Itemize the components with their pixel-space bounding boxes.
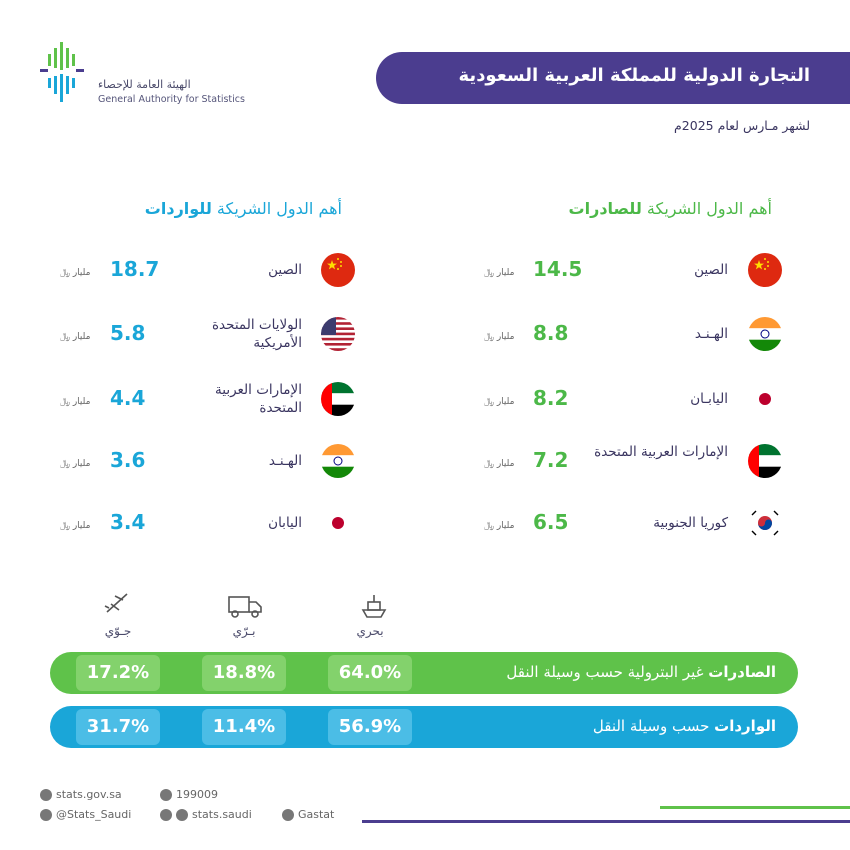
im-unit-label: مليار ﷼ — [60, 459, 91, 469]
ex-country-name: اليابـان — [690, 391, 728, 407]
ex-trade-value: 8.8 — [533, 321, 569, 345]
logo-arabic-name: الهيئة العامة للإحصاء — [98, 78, 191, 91]
im-country-name: الصين — [268, 262, 302, 278]
imports-bar-label-bold: الواردات — [714, 717, 776, 735]
ex-unit-label: مليار ﷼ — [484, 332, 515, 342]
instagram-icon — [160, 808, 172, 821]
im-country-name: اليابان — [268, 515, 302, 531]
footer-social-text: stats.saudi — [192, 808, 252, 821]
gastat-logo: الهيئة العامة للإحصاء General Authority … — [38, 40, 258, 110]
imports-air-percent: 31.7% — [76, 709, 160, 745]
exports-bar-label-bold: الصادرات — [708, 663, 776, 681]
mode-label-sea: بحري — [356, 624, 384, 638]
plane-icon — [101, 590, 135, 618]
ex-trade-value: 14.5 — [533, 257, 583, 281]
phone-icon — [160, 788, 172, 801]
imports-bar-label: الواردات حسب وسيلة النقل — [593, 717, 776, 735]
ex-country-name: الهـنـد — [694, 326, 728, 342]
ex-country-name: الصين — [694, 262, 728, 278]
im-trade-value: 3.6 — [110, 448, 146, 472]
im-trade-value: 18.7 — [110, 257, 160, 281]
facebook-icon — [176, 808, 188, 821]
footer-website[interactable]: stats.gov.sa — [40, 788, 122, 801]
exports-air-percent: 17.2% — [76, 655, 160, 691]
mode-label-land: بـرّي — [232, 624, 256, 638]
footer-accent-purple — [362, 820, 850, 823]
flag-korea-icon — [748, 506, 782, 540]
exports-land-percent: 18.8% — [202, 655, 286, 691]
flag-india-icon — [321, 444, 355, 478]
flag-india-icon — [748, 317, 782, 351]
im-unit-label: مليار ﷼ — [60, 521, 91, 531]
ex-unit-label: مليار ﷼ — [484, 397, 515, 407]
flag-uae-icon — [321, 382, 355, 416]
ship-icon — [357, 592, 391, 620]
page-title: التجارة الدولية للمملكة العربية السعودية — [458, 65, 810, 86]
exports-heading: أهم الدول الشريكة للصادرات — [569, 199, 772, 218]
im-trade-value: 4.4 — [110, 386, 146, 410]
ex-unit-label: مليار ﷼ — [484, 459, 515, 469]
exports-heading-highlight: للصادرات — [568, 199, 642, 218]
im-country-name: الإمارات العربية المتحدة — [215, 382, 302, 416]
logo-english-name: General Authority for Statistics — [98, 94, 245, 105]
exports-sea-percent: 64.0% — [328, 655, 412, 691]
footer-twitter[interactable]: @Stats_Saudi — [40, 808, 131, 821]
ex-unit-label: مليار ﷼ — [484, 268, 515, 278]
flag-uae-icon — [748, 444, 782, 478]
linkedin-icon — [282, 808, 294, 821]
ex-country-name: كوريا الجنوبية — [653, 515, 728, 531]
imports-land-percent: 11.4% — [202, 709, 286, 745]
ex-trade-value: 7.2 — [533, 448, 569, 472]
imports-transport-bar: الواردات حسب وسيلة النقل 56.9% 11.4% 31.… — [50, 706, 798, 748]
truck-icon — [225, 592, 262, 620]
im-country-name: الولايات المتحدة الأمريكية — [211, 317, 302, 351]
flag-japan-icon — [748, 382, 782, 416]
footer-twitter-text: @Stats_Saudi — [56, 808, 132, 821]
ex-country-name: الإمارات العربية المتحدة — [594, 444, 728, 460]
exports-bar-label: الصادرات غير البترولية حسب وسيلة النقل — [506, 663, 776, 681]
footer-linkedin[interactable]: Gastat — [282, 808, 334, 821]
im-trade-value: 5.8 — [110, 321, 146, 345]
imports-bar-label-rest: حسب وسيلة النقل — [592, 717, 715, 735]
footer-phone[interactable]: 199009 — [160, 788, 218, 801]
imports-heading-prefix: أهم الدول الشريكة — [211, 199, 342, 218]
footer-accent-green — [660, 806, 850, 809]
footer-linkedin-text: Gastat — [298, 808, 335, 821]
im-unit-label: مليار ﷼ — [60, 332, 91, 342]
x-twitter-icon — [40, 808, 52, 821]
ex-trade-value: 8.2 — [533, 386, 569, 410]
gastat-logo-icon — [40, 42, 84, 102]
ex-unit-label: مليار ﷼ — [484, 521, 515, 531]
title-banner: التجارة الدولية للمملكة العربية السعودية — [376, 52, 850, 104]
footer-social[interactable]: stats.saudi — [160, 808, 252, 821]
exports-heading-prefix: أهم الدول الشريكة — [641, 199, 772, 218]
imports-sea-percent: 56.9% — [328, 709, 412, 745]
mode-label-air: جـوّي — [104, 624, 132, 638]
imports-heading-highlight: للواردات — [144, 199, 212, 218]
exports-bar-label-rest: غير البترولية حسب وسيلة النقل — [506, 663, 709, 681]
im-trade-value: 3.4 — [110, 510, 146, 534]
im-country-name: الهـنـد — [268, 453, 302, 469]
ex-trade-value: 6.5 — [533, 510, 569, 534]
footer-website-text: stats.gov.sa — [56, 788, 122, 801]
globe-icon — [40, 788, 52, 801]
flag-china-icon — [321, 253, 355, 287]
flag-china-icon — [748, 253, 782, 287]
flag-usa-icon — [321, 317, 355, 351]
im-unit-label: مليار ﷼ — [60, 397, 91, 407]
exports-transport-bar: الصادرات غير البترولية حسب وسيلة النقل 6… — [50, 652, 798, 694]
im-unit-label: مليار ﷼ — [60, 268, 91, 278]
footer-phone-text: 199009 — [176, 788, 218, 801]
imports-heading: أهم الدول الشريكة للواردات — [145, 199, 342, 218]
page-subtitle: لشهر مـارس لعام 2025م — [674, 118, 810, 133]
flag-japan-icon — [321, 506, 355, 540]
